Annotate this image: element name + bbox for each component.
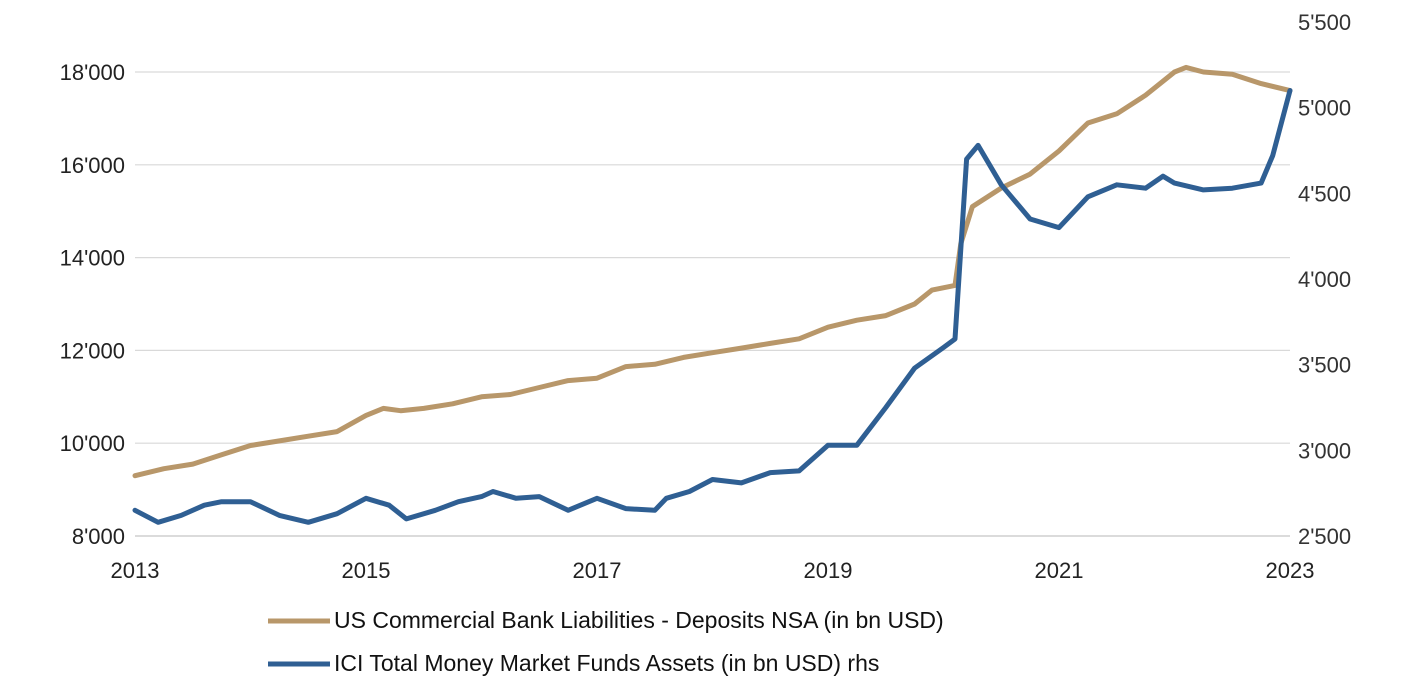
legend-entry-label: US Commercial Bank Liabilities - Deposit… xyxy=(334,607,944,633)
legend: US Commercial Bank Liabilities - Deposit… xyxy=(268,607,944,676)
series-lines xyxy=(132,64,1293,525)
right-tick-label: 4'000 xyxy=(1298,267,1351,292)
x-tick-label: 2019 xyxy=(804,558,853,583)
right-tick-label: 3'000 xyxy=(1298,438,1351,463)
left-tick-label: 14'000 xyxy=(60,246,125,271)
left-tick-label: 8'000 xyxy=(72,524,125,549)
right-tick-label: 4'500 xyxy=(1298,181,1351,206)
left-tick-label: 18'000 xyxy=(60,60,125,85)
left-tick-label: 16'000 xyxy=(60,153,125,178)
x-tick-label: 2013 xyxy=(111,558,160,583)
left-tick-label: 10'000 xyxy=(60,431,125,456)
right-tick-label: 3'500 xyxy=(1298,353,1351,378)
left-y-axis: 8'000 10'000 12'000 14'000 16'000 18'000 xyxy=(60,60,125,549)
right-tick-label: 2'500 xyxy=(1298,524,1351,549)
right-tick-label: 5'000 xyxy=(1298,96,1351,121)
x-axis: 2013 2015 2017 2019 2021 2023 xyxy=(111,558,1315,583)
left-tick-label: 12'000 xyxy=(60,338,125,363)
x-tick-label: 2023 xyxy=(1266,558,1315,583)
right-y-axis: 2'500 3'000 3'500 4'000 4'500 5'000 5'500 xyxy=(1298,10,1351,549)
gridlines xyxy=(135,71,1290,537)
right-tick-label: 5'500 xyxy=(1298,10,1351,35)
series-line-deposits xyxy=(132,64,1293,479)
legend-entry-label: ICI Total Money Market Funds Assets (in … xyxy=(334,650,879,676)
x-tick-label: 2015 xyxy=(342,558,391,583)
x-tick-label: 2017 xyxy=(573,558,622,583)
x-tick-label: 2021 xyxy=(1035,558,1084,583)
series-line-money-market xyxy=(132,88,1293,525)
